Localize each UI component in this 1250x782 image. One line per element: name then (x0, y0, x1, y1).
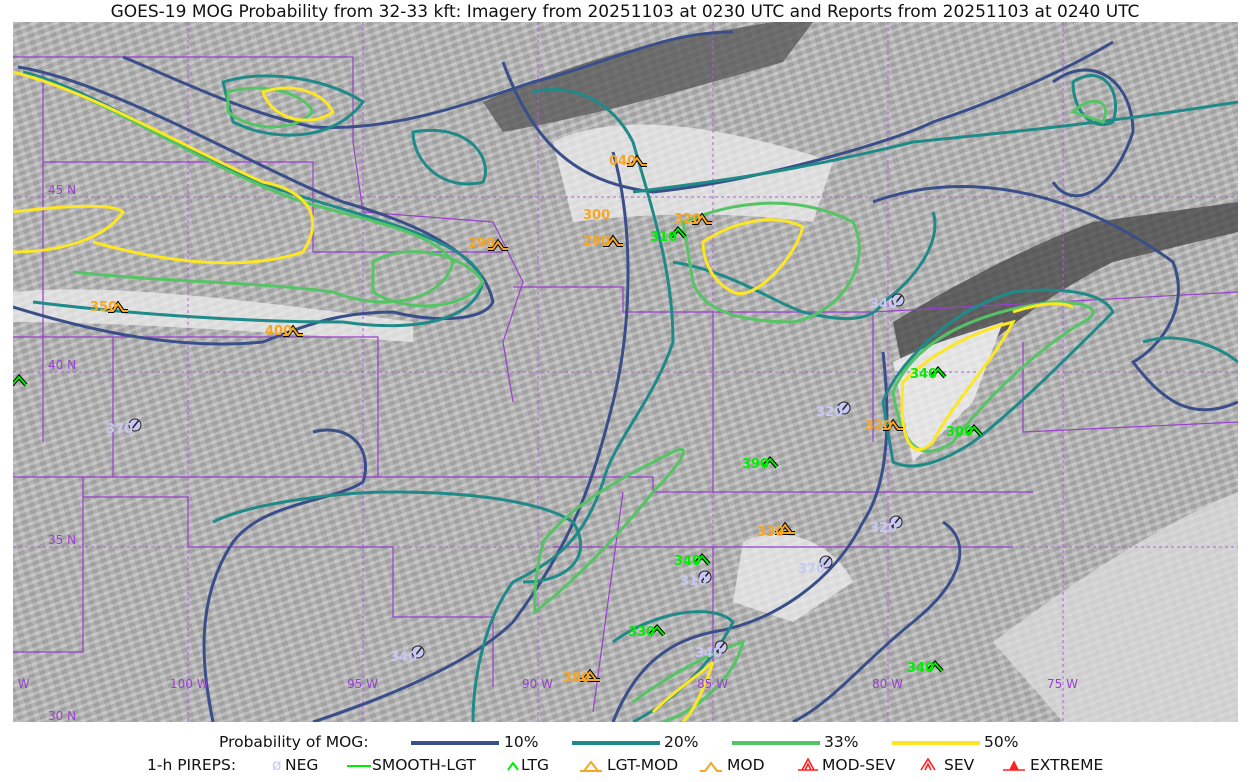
pirep-altitude-label: 390 (742, 457, 770, 472)
legend-20: 20% (664, 733, 699, 751)
lon-label: 95 W (347, 677, 378, 691)
pireps-legend-title: 1-h PIREPS: (147, 756, 237, 774)
pirep-altitude-label: 340 (870, 297, 898, 312)
pirep-altitude-label: 340 (910, 367, 938, 382)
lon-label: 85 W (697, 677, 728, 691)
map-title: GOES-19 MOG Probability from 32-33 kft: … (110, 2, 1140, 22)
lat-label: 45 N (48, 183, 77, 197)
pirep-ltg-icon (669, 225, 687, 239)
pirep-mod-icon (603, 234, 623, 247)
legend-ltg: LTG (521, 756, 549, 774)
pirep-mod-icon (627, 154, 647, 167)
pirep-altitude-label: 320 (870, 521, 898, 536)
satellite-map: 45 N 40 N 35 N 30 N 105 W 100 W 95 W 90 … (13, 22, 1238, 722)
pirep-altitude-label: 040 (609, 154, 637, 169)
ltg-icon (507, 761, 519, 771)
pirep-mod-icon (883, 418, 903, 431)
pirep-altitude-label: 340 (695, 646, 723, 661)
legend-33: 33% (824, 733, 859, 751)
pirep-neg-icon (714, 640, 728, 654)
legend-smooth-lgt: SMOOTH-LGT (372, 756, 476, 774)
legend-10: 10% (504, 733, 539, 751)
pirep-mod-icon (283, 324, 303, 337)
pirep-altitude-label: 370 (798, 562, 826, 577)
pirep-altitude-label: 310 (650, 230, 678, 245)
legend-swatch-33 (732, 741, 820, 745)
pirep-mod-icon (488, 238, 508, 251)
pirep-altitude-label: 350 (90, 300, 118, 315)
pirep-ltg-icon (761, 455, 779, 469)
pirep-neg-icon (819, 555, 833, 569)
lon-label: 100 W (170, 677, 209, 691)
pirep-altitude-label: 320 (674, 212, 702, 227)
extreme-icon (1003, 760, 1025, 771)
legend-swatch-20 (572, 741, 660, 745)
contour-10pct (13, 30, 1238, 722)
legend-neg: NEG (285, 756, 319, 774)
pirep-ltg-icon (693, 552, 711, 566)
contour-50pct (13, 70, 1074, 722)
lon-label: 75 W (1047, 677, 1078, 691)
pirep-altitude-label: 290 (468, 236, 496, 251)
lat-label: 40 N (48, 358, 77, 372)
legend-lgt-mod: LGT-MOD (607, 756, 679, 774)
pirep-ltg-icon (929, 365, 947, 379)
legend-mod-sev: MOD-SEV (822, 756, 896, 774)
pirep-ltg-icon (965, 423, 983, 437)
pirep-altitude-label: 380 (563, 671, 591, 686)
legend-swatch-50 (892, 741, 980, 745)
lon-label: 105 W (13, 677, 30, 691)
neg-icon: ø (272, 756, 282, 774)
pirep-lgt-mod-icon (775, 521, 795, 535)
lon-label: 90 W (522, 677, 553, 691)
legend-50: 50% (984, 733, 1019, 751)
mod-sev-icon (798, 757, 818, 771)
legend-extreme: EXTREME (1030, 756, 1104, 774)
pirep-altitude-label: 330 (628, 625, 656, 640)
sev-icon (920, 757, 936, 771)
pirep-altitude-label: 300 (583, 208, 611, 223)
pirep-neg-icon (891, 293, 905, 307)
pirep-mod-icon (692, 212, 712, 225)
pirep-altitude-label: 320 (816, 405, 844, 420)
smooth-lgt-icon (347, 765, 371, 767)
pirep-ltg-icon (926, 659, 944, 673)
pirep-altitude-label: 310 (680, 574, 708, 589)
pirep-ltg-icon (648, 623, 666, 637)
pirep-neg-icon (698, 570, 712, 584)
legend-mod: MOD (727, 756, 765, 774)
pirep-altitude-label: 340 (390, 650, 418, 665)
pirep-neg-icon (411, 645, 425, 659)
pirep-neg-icon (889, 515, 903, 529)
state-borders (13, 56, 1238, 713)
lat-label: 35 N (48, 533, 77, 547)
pirep-lgt-mod-icon (580, 668, 600, 682)
pirep-altitude-label: 340 (907, 661, 935, 676)
lgt-mod-icon (580, 760, 602, 772)
pirep-neg-icon (128, 418, 142, 432)
legend-sev: SEV (944, 756, 975, 774)
pirep-neg-icon (837, 401, 851, 415)
lon-label: 80 W (872, 677, 903, 691)
map-overlay (13, 22, 1238, 722)
pirep-mod-icon (108, 300, 128, 313)
pirep-altitude-label: 320 (865, 419, 893, 434)
pirep-altitude-label: 280 (583, 234, 611, 249)
pirep-altitude-label: 340 (674, 554, 702, 569)
pirep-ltg-icon (13, 373, 28, 387)
pirep-altitude-label: 400 (265, 324, 293, 339)
mod-icon (700, 761, 722, 772)
pirep-altitude-label: 300 (946, 425, 974, 440)
lat-label: 30 N (48, 709, 77, 722)
legend-swatch-10 (411, 741, 499, 745)
pirep-altitude-label: 370 (106, 422, 134, 437)
prob-legend-title: Probability of MOG: (219, 733, 369, 751)
pirep-altitude-label: 330 (757, 525, 785, 540)
